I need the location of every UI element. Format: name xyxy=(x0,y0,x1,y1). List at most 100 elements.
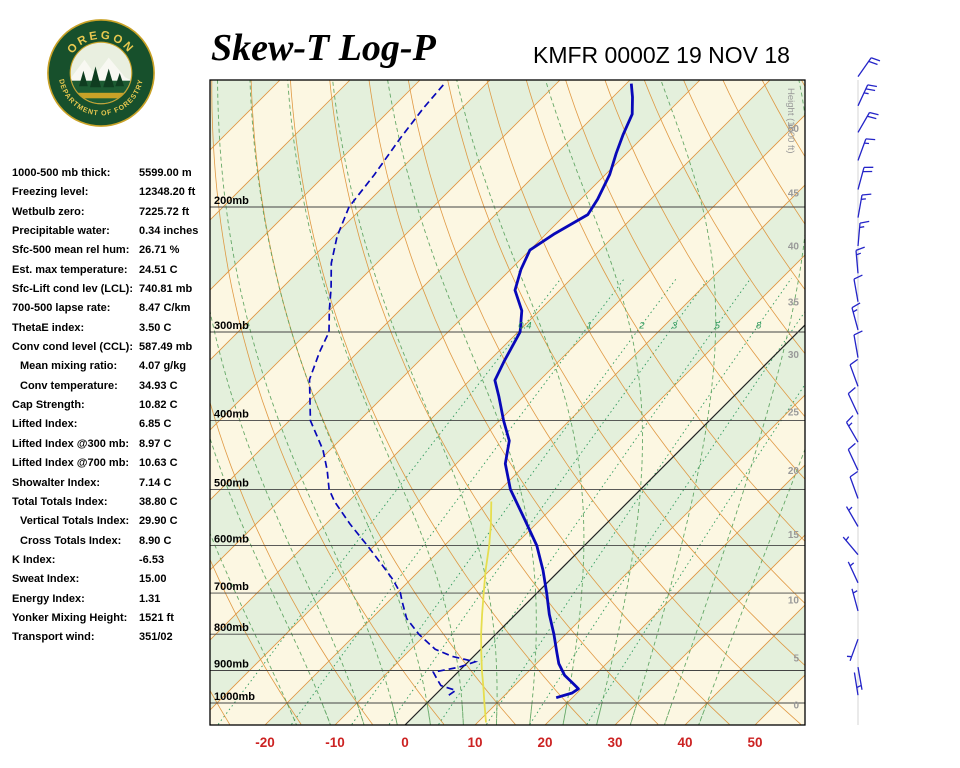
stat-label: Precipitable water: xyxy=(12,225,110,238)
temp-axis-tick-label: 0 xyxy=(401,735,409,750)
stat-row: Energy Index: 1.31 xyxy=(12,590,217,609)
isotherm-line xyxy=(334,254,805,725)
stat-row: Precipitable water: 0.34 inches xyxy=(12,222,217,241)
stat-label: ThetaE index: xyxy=(12,321,85,334)
odf-logo: OREGON DEPARTMENT OF FORESTRY xyxy=(47,19,155,127)
dry-adiabat-line xyxy=(210,558,302,725)
wind-barb xyxy=(853,274,863,302)
dry-adiabat-line xyxy=(643,80,805,355)
dry-adiabat-line xyxy=(290,80,587,725)
wind-barb xyxy=(847,387,859,415)
stat-label: Conv cond level (CCL): xyxy=(12,341,134,354)
pressure-label: 700mb xyxy=(214,581,249,593)
stat-row: Total Totals Index: 38.80 C xyxy=(12,493,217,512)
stat-row: Vertical Totals Index: 29.90 C xyxy=(12,512,217,531)
stat-row: 700-500 lapse rate: 8.47 C/km xyxy=(12,299,217,318)
wind-barb xyxy=(846,638,859,662)
mixing-ratio-line xyxy=(529,310,805,725)
stat-row: Mean mixing ratio: 4.07 g/kg xyxy=(12,357,217,376)
wind-barb xyxy=(857,138,876,161)
temp-axis-tick-label: -20 xyxy=(255,735,275,750)
stat-row: Cap Strength: 10.82 C xyxy=(12,396,217,415)
wind-barb xyxy=(851,588,859,612)
chart-title: Skew-T Log-P xyxy=(211,27,436,69)
temp-axis-tick-label: 10 xyxy=(467,735,482,750)
pressure-label: 500mb xyxy=(214,477,249,489)
pressure-label: 400mb xyxy=(214,409,249,421)
stat-value: 4.07 g/kg xyxy=(139,360,187,373)
stat-label: K Index: xyxy=(12,553,56,566)
wind-barb xyxy=(857,84,878,107)
stat-row: Cross Totals Index: 8.90 C xyxy=(12,532,217,551)
mixing-ratio-label: 0.4 xyxy=(518,321,531,332)
zero-isotherm-line xyxy=(404,324,805,725)
pressure-label: 200mb xyxy=(214,195,249,207)
dry-adiabat-line xyxy=(486,80,805,604)
height-tick-label: 15 xyxy=(788,530,800,541)
stat-value: 26.71 % xyxy=(139,244,180,257)
stat-value: 29.90 C xyxy=(139,515,178,528)
pressure-label: 600mb xyxy=(214,534,249,546)
stat-row: Conv temperature: 34.93 C xyxy=(12,377,217,396)
wind-barb xyxy=(853,330,863,358)
height-axis-label: Height (1000 ft) xyxy=(785,88,796,153)
stat-value: 38.80 C xyxy=(139,495,178,508)
temp-axis-tick-label: -10 xyxy=(325,735,345,750)
mixing-ratio-line xyxy=(388,277,709,725)
station-id-label: KMFR 0000Z 19 NOV 18 xyxy=(533,42,790,68)
stat-label: Yonker Mixing Height: xyxy=(12,611,128,624)
isotherm-line xyxy=(210,80,701,571)
wind-barb xyxy=(849,470,859,499)
stat-value: 0.34 inches xyxy=(139,225,199,238)
stat-value: 10.63 C xyxy=(139,457,178,470)
moist-adiabat-line xyxy=(387,80,537,725)
pressure-label: 900mb xyxy=(214,659,249,671)
dry-adiabat-line xyxy=(722,80,805,225)
dry-adiabat-line xyxy=(0,77,87,725)
isotherm-line xyxy=(614,534,805,725)
mixing-ratio-label: 2 xyxy=(638,321,645,332)
stat-value: 6.85 C xyxy=(139,418,172,431)
stat-label: Vertical Totals Index: xyxy=(20,515,130,528)
moist-adiabat-line xyxy=(210,436,331,725)
stat-value: 1521 ft xyxy=(139,611,174,624)
wind-barb xyxy=(842,536,859,556)
stat-label: Sfc-Lift cond lev (LCL): xyxy=(12,283,133,296)
wind-barb xyxy=(847,442,859,471)
temperature-curve xyxy=(493,83,634,700)
height-tick-label: 30 xyxy=(788,350,800,361)
wind-barb xyxy=(857,166,874,190)
height-tick-label: 10 xyxy=(788,596,800,607)
pressure-label: 1000mb xyxy=(214,691,255,703)
moist-adiabat-line xyxy=(663,80,805,725)
chart-border xyxy=(209,79,806,726)
stat-value: 8.90 C xyxy=(139,534,172,547)
parcel-trace-line xyxy=(480,501,493,723)
stat-row: K Index: -6.53 xyxy=(12,551,217,570)
stat-value: 351/02 xyxy=(139,631,173,644)
wind-barb xyxy=(851,302,861,331)
dry-adiabat-line xyxy=(368,80,730,725)
isotherm-line xyxy=(210,80,631,501)
isotherm-line xyxy=(474,394,805,725)
stat-label: Showalter Index: xyxy=(12,476,101,489)
mixing-ratio-label: 3 xyxy=(672,321,678,332)
stat-row: Lifted Index: 6.85 C xyxy=(12,415,217,434)
isotherm-band xyxy=(210,80,805,710)
isotherm-line xyxy=(210,80,771,641)
mixing-ratio-label: 8 xyxy=(756,321,762,332)
stat-label: 700-500 lapse rate: xyxy=(12,302,111,315)
isotherm-line xyxy=(210,80,351,221)
stat-row: Lifted Index @700 mb: 10.63 C xyxy=(12,454,217,473)
stat-label: Sfc-500 mean rel hum: xyxy=(12,244,130,257)
isotherm-band xyxy=(0,80,140,725)
stat-value: 12348.20 ft xyxy=(139,186,196,199)
wind-barb xyxy=(847,561,859,584)
dry-adiabat-line xyxy=(525,80,805,542)
stat-label: Cap Strength: xyxy=(12,399,85,412)
height-tick-label: 35 xyxy=(788,297,800,308)
stat-row: Est. max temperature: 24.51 C xyxy=(12,261,217,280)
stat-value: 587.49 mb xyxy=(139,341,193,354)
height-tick-label: 45 xyxy=(788,188,800,199)
